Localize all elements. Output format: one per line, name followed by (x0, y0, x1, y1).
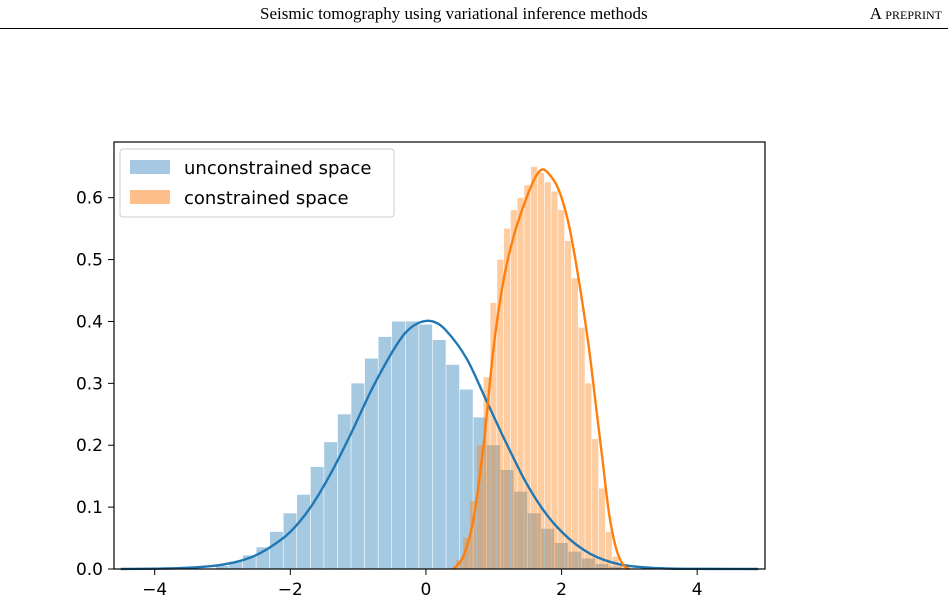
hist-bar (568, 551, 582, 569)
hist-bar (524, 185, 531, 569)
y-tick-label: 0.4 (76, 312, 103, 332)
x-tick-label: 2 (556, 580, 567, 600)
hist-bar (510, 210, 517, 569)
hist-bar (405, 321, 419, 569)
hist-bar (486, 445, 500, 569)
hist-bar (578, 327, 585, 569)
hist-bar (351, 383, 365, 569)
hist-bar (609, 566, 622, 569)
histogram-constrained (456, 166, 626, 569)
ticks-layer: −4 −2 0 2 4 0.0 0.1 0.2 0.3 0.4 0.5 0.6 (76, 189, 703, 600)
legend-swatch-constrained (130, 190, 170, 204)
legend-swatch-unconstrained (130, 160, 170, 174)
hist-bar (541, 528, 555, 569)
y-tick-label: 0.5 (76, 251, 103, 271)
x-tick-label: 0 (421, 580, 432, 600)
hist-bar (497, 259, 504, 569)
hist-bar (297, 494, 311, 569)
hist-bar (324, 442, 338, 569)
legend-label-constrained: constrained space (184, 188, 349, 209)
hist-bar (229, 561, 243, 569)
y-tick-label: 0.1 (76, 498, 103, 518)
hist-bar (500, 469, 514, 569)
y-tick-label: 0.6 (76, 189, 103, 209)
hist-bar (571, 278, 578, 569)
hist-bar (619, 565, 626, 569)
running-header: Seismic tomography using variational inf… (0, 0, 948, 29)
hist-bar (432, 340, 446, 569)
hist-bar (517, 197, 524, 569)
hist-bar (564, 241, 572, 569)
hist-bar (459, 389, 473, 569)
hist-bar (470, 500, 477, 569)
series-layer (120, 166, 759, 571)
y-tick-label: 0.2 (76, 436, 103, 456)
hist-bar (490, 302, 497, 569)
hist-bar (554, 543, 568, 569)
legend-label-unconstrained: unconstrained space (184, 158, 371, 179)
y-tick-label: 0.0 (76, 560, 103, 580)
hist-bar (605, 531, 612, 569)
hist-bar (595, 564, 609, 569)
hist-bar (544, 182, 551, 569)
hist-bar (585, 383, 592, 569)
hist-bar (463, 538, 470, 569)
hist-bar (269, 531, 283, 569)
x-tick-label: −4 (142, 580, 167, 600)
hist-bar (581, 558, 595, 569)
legend: unconstrained space constrained space (119, 148, 395, 218)
hist-bar (419, 324, 433, 569)
hist-bar (527, 513, 541, 569)
hist-bar (537, 172, 545, 569)
header-title: Seismic tomography using variational inf… (260, 4, 648, 23)
hist-bar (503, 228, 511, 569)
hist-bar (215, 565, 229, 569)
hist-bar (514, 491, 528, 569)
header-preprint-label: A preprint (869, 4, 942, 23)
histogram-unconstrained (215, 321, 622, 569)
hist-bar (378, 336, 392, 569)
x-tick-label: −2 (278, 580, 303, 600)
hist-bar (392, 321, 405, 569)
hist-bar (364, 358, 378, 569)
hist-bar (531, 166, 538, 569)
density-line-constrained (452, 168, 631, 571)
hist-bar (476, 445, 483, 569)
hist-bar (551, 191, 558, 569)
y-tick-label: 0.3 (76, 374, 103, 394)
hist-bar (283, 513, 297, 569)
density-line-unconstrained (120, 319, 759, 571)
legend-box (119, 148, 395, 218)
hist-bar (310, 466, 324, 569)
hist-bar (598, 488, 606, 569)
axes-frame (113, 141, 766, 570)
hist-bar (483, 377, 490, 569)
hist-bar (592, 439, 599, 569)
x-tick-label: 4 (692, 580, 703, 600)
hist-bar (446, 364, 460, 569)
hist-bar (558, 210, 565, 569)
